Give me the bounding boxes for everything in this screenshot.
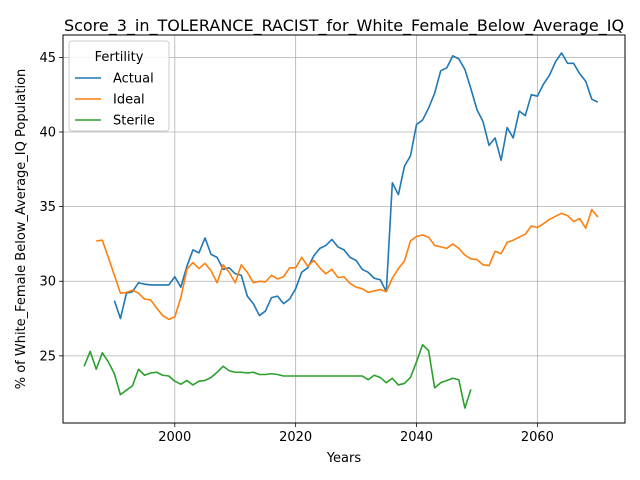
legend: Fertility Actual Ideal Sterile: [68, 40, 170, 132]
x-tick-label-0: 2000: [158, 430, 191, 445]
chart-title: Score_3_in_TOLERANCE_RACIST_for_White_Fe…: [64, 16, 624, 36]
y-tick-label-3: 40: [39, 126, 56, 141]
legend-label-sterile: Sterile: [113, 114, 155, 129]
x-tick-label-3: 2060: [521, 430, 554, 445]
y-axis-label: % of White_Female Below_Average_IQ Popul…: [14, 69, 29, 390]
y-tick-label-2: 35: [39, 200, 56, 215]
x-tick-label-1: 2020: [279, 430, 312, 445]
x-tick-label-2: 2040: [400, 430, 433, 445]
series-line-actual: [113, 52, 599, 320]
y-tick-label-0: 25: [39, 349, 56, 364]
legend-title: Fertility: [95, 50, 144, 65]
legend-label-actual: Actual: [113, 72, 154, 87]
y-tick-label-1: 30: [39, 275, 56, 290]
legend-label-ideal: Ideal: [113, 93, 145, 108]
series-line-ideal: [96, 208, 599, 321]
plot-frame: [62, 34, 626, 424]
legend-box: [68, 40, 170, 132]
series-layer: [83, 52, 599, 409]
axis-ticks: 2000 2020 2040 2060 25 30 35 40 45: [39, 51, 553, 445]
y-tick-label-4: 45: [39, 51, 56, 66]
x-axis-label: Years: [326, 451, 362, 466]
series-line-sterile: [83, 343, 472, 409]
